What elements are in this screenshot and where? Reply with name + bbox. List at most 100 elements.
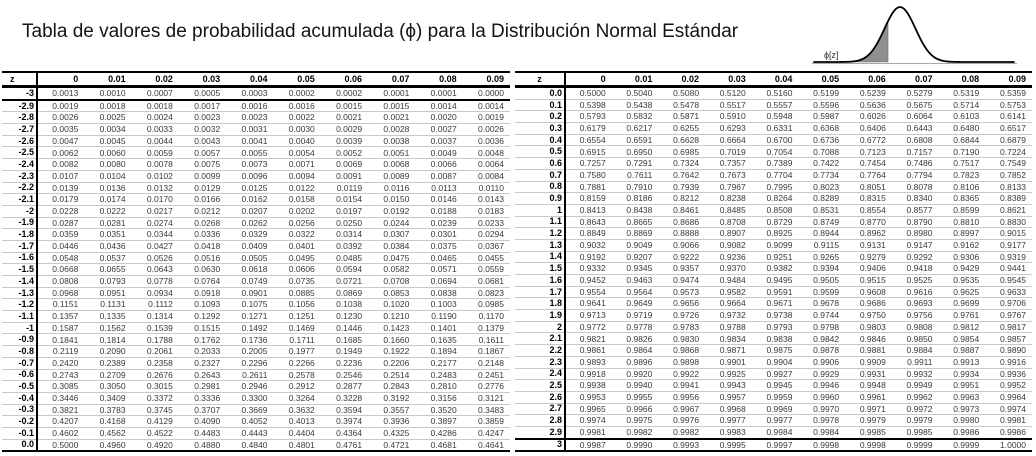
table-row: -2.1 0.0179 0.0174 0.0170 0.0166 0.0162 0.0158…	[2, 193, 510, 206]
probability-column-header: 0.03	[202, 73, 221, 84]
probability-cell: 0.9864	[626, 345, 653, 356]
table-row: 1.6 0.9452 0.9463 0.9474 0.9484 0.9495 0.9505 0…	[515, 274, 1032, 287]
probability-cell: 0.8554	[859, 204, 886, 215]
probability-cell: 0.9738	[766, 310, 793, 321]
probability-cell: 0.9463	[626, 275, 653, 286]
probability-cell: 0.9857	[1000, 333, 1026, 344]
probability-cell: 0.0064	[478, 159, 504, 170]
probability-cell: 0.9394	[813, 263, 840, 274]
probability-cell: 0.0207	[241, 205, 268, 216]
probability-cell: 0.9131	[859, 240, 886, 251]
probability-cell: 0.0016	[241, 100, 268, 111]
probability-cell: 0.1230	[336, 311, 363, 322]
probability-cell: 0.0018	[99, 100, 126, 111]
probability-cell: 0.7794	[906, 169, 933, 180]
probability-cell: 0.4090	[194, 416, 221, 427]
z-value-cell: 0.4	[515, 134, 566, 146]
probability-cell: 0.9931	[859, 368, 886, 379]
table-row: 2.5 0.9938 0.9940 0.9941 0.9943 0.9945 0.9946 0…	[515, 379, 1032, 392]
probability-cell: 0.0329	[241, 229, 268, 240]
probability-cell: 0.8186	[626, 193, 653, 204]
probability-cell: 0.1762	[194, 334, 221, 345]
probability-cell: 0.0027	[430, 124, 457, 135]
z-value-cell: -2.7	[2, 123, 38, 136]
probability-cell: 0.3859	[478, 416, 504, 427]
probability-cell: 0.9599	[813, 286, 840, 297]
probability-cell: 0.0455	[478, 252, 504, 263]
probability-cell: 0.0548	[52, 252, 79, 263]
probability-column-header: 0.02	[681, 73, 700, 84]
table-row: -2.9 0.0019 0.0018 0.0018 0.0017 0.0016 0.0016…	[2, 99, 510, 112]
probability-cell: 0.9830	[673, 333, 700, 344]
probability-cell: 0.0143	[478, 194, 504, 205]
probability-column-header: 0.07	[391, 73, 410, 84]
z-value-cell: 0.1	[515, 99, 566, 111]
table-row: -0.7 0.2420 0.2389 0.2358 0.2327 0.2296 0.2266…	[2, 357, 510, 369]
table-row: -2 0.0228 0.0222 0.0217 0.0212 0.0207 0.0202 0.…	[2, 205, 510, 218]
probability-cell: 0.0202	[288, 205, 315, 216]
z-value-cell: -1.3	[2, 287, 38, 299]
probability-cell: 0.4364	[336, 428, 363, 439]
probability-cell: 0.0630	[194, 264, 221, 275]
probability-cell: 0.2148	[478, 357, 504, 368]
probability-cell: 0.8133	[1000, 181, 1026, 192]
probability-cell: 0.5793	[579, 111, 606, 122]
probability-cell: 0.0367	[478, 241, 504, 252]
probability-cell: 0.2327	[194, 357, 221, 368]
probability-cell: 0.7257	[579, 158, 606, 169]
z-value-cell: 0.2	[515, 110, 566, 123]
probability-cell: 0.7995	[766, 181, 793, 192]
probability-cell: 0.4801	[288, 439, 315, 450]
table-row: -1 0.1587 0.1562 0.1539 0.1515 0.1492 0.1469 0.…	[2, 322, 510, 334]
probability-cell: 0.9177	[1000, 240, 1026, 251]
probability-cell: 0.9357	[673, 263, 700, 274]
probability-cell: 0.9222	[673, 251, 700, 262]
probability-cell: 0.0132	[146, 182, 173, 193]
probability-cell: 0.9957	[719, 391, 746, 402]
z-column-header: z	[515, 72, 566, 87]
table-row: 0.7 0.7580 0.7611 0.7642 0.7673 0.7704 0.7734 0…	[515, 169, 1032, 181]
probability-cell: 0.0192	[383, 205, 410, 216]
probability-cell: 0.0068	[383, 159, 410, 170]
probability-cell: 0.2005	[241, 346, 268, 357]
z-value-cell: 2.7	[515, 403, 566, 415]
probability-cell: 0.9817	[1000, 321, 1026, 332]
probability-cell: 0.6179	[579, 123, 606, 134]
z-value-cell: -2.2	[2, 182, 38, 194]
probability-cell: 0.7019	[719, 146, 746, 157]
probability-cell: 0.8749	[813, 216, 840, 227]
probability-cell: 0.0039	[336, 135, 363, 146]
curve-area-label: ϕ[z]	[824, 50, 839, 60]
z-value-cell: 1	[515, 204, 566, 217]
table-row: -1.1 0.1357 0.1335 0.1314 0.1292 0.1271 0.1251…	[2, 310, 510, 323]
probability-cell: 0.0091	[336, 170, 363, 181]
probability-cell: 0.9854	[953, 333, 980, 344]
probability-cell: 0.9750	[859, 310, 886, 321]
z-value-cell: 0.0	[2, 439, 38, 452]
probability-cell: 0.5359	[1000, 88, 1026, 99]
probability-cell: 0.6064	[906, 111, 933, 122]
probability-cell: 0.1515	[194, 322, 221, 333]
probability-cell: 0.4721	[383, 439, 410, 450]
probability-cell: 0.4880	[194, 439, 221, 450]
z-value-cell: 2.6	[515, 391, 566, 404]
probability-cell: 0.2676	[146, 369, 173, 380]
probability-cell: 0.0694	[430, 276, 457, 287]
probability-cell: 0.2266	[288, 357, 315, 368]
probability-cell: 0.1587	[52, 322, 79, 333]
table-row: 1 0.8413 0.8438 0.8461 0.8485 0.8508 0.8531 0.8…	[515, 204, 1032, 217]
probability-cell: 0.1922	[383, 346, 410, 357]
probability-cell: 0.1112	[148, 299, 173, 310]
table-row: -0.6 0.2743 0.2709 0.2676 0.2643 0.2611 0.2578…	[2, 369, 510, 381]
normal-curve-graphic: ϕ[z]	[812, 0, 1022, 67]
probability-cell: 0.4247	[478, 428, 504, 439]
probability-cell: 0.9591	[766, 286, 793, 297]
probability-cell: 0.9878	[813, 345, 840, 356]
probability-cell: 0.0023	[194, 112, 221, 123]
probability-cell: 0.9115	[813, 240, 840, 251]
probability-cell: 0.0003	[241, 88, 268, 99]
probability-cell: 0.0071	[288, 159, 315, 170]
probability-cell: 0.9756	[906, 310, 933, 321]
probability-cell: 0.0183	[478, 205, 504, 216]
probability-cell: 0.6141	[1000, 111, 1026, 122]
